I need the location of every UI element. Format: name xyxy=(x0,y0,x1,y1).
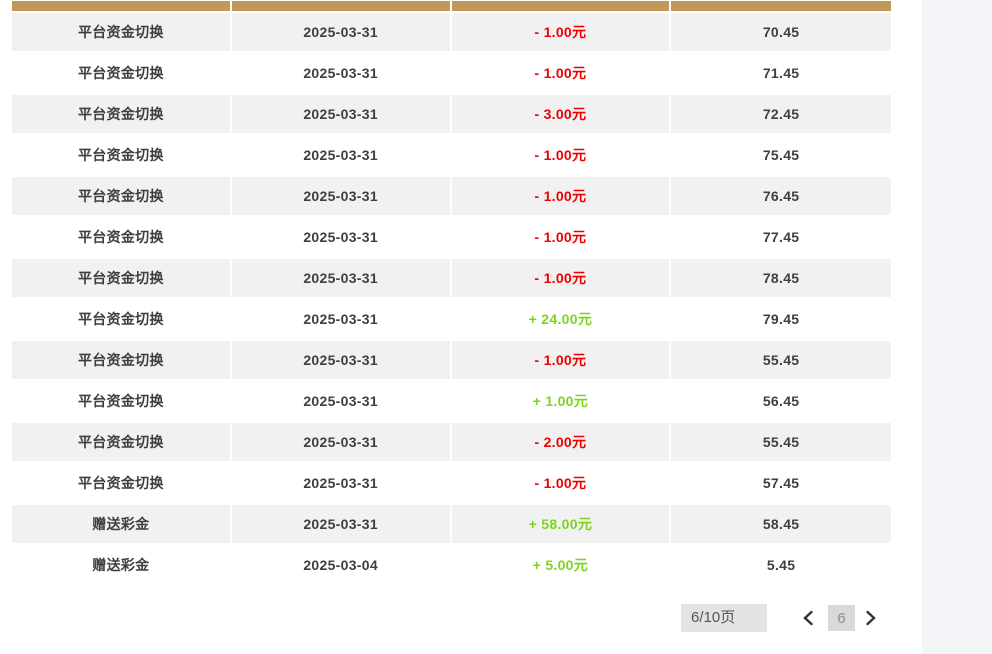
transaction-balance: 76.45 xyxy=(762,188,800,204)
table-row: 平台资金切换 2025-03-31 - 1.00元 71.45 xyxy=(12,54,891,95)
transaction-type: 平台资金切换 xyxy=(77,475,164,491)
transaction-type: 平台资金切换 xyxy=(12,95,232,133)
transaction-type: 平台资金切换 xyxy=(77,311,164,327)
transaction-type: 平台资金切换 xyxy=(77,393,164,409)
table-header-row xyxy=(12,1,891,11)
transaction-type: 平台资金切换 xyxy=(12,423,232,461)
table-row: 平台资金切换 2025-03-31 + 1.00元 56.45 xyxy=(12,382,891,423)
table-row: 平台资金切换 2025-03-31 - 1.00元 75.45 xyxy=(12,136,891,177)
transaction-date: 2025-03-31 xyxy=(232,95,452,133)
transaction-amount: - 3.00元 xyxy=(452,95,672,133)
transaction-amount: + 58.00元 xyxy=(452,505,672,543)
transaction-date: 2025-03-04 xyxy=(303,557,378,573)
transactions-table: 平台资金切换 2025-03-31 - 1.00元 70.45 平台资金切换 2… xyxy=(12,1,891,587)
transaction-balance: 79.45 xyxy=(762,311,800,327)
transaction-amount: + 24.00元 xyxy=(528,311,593,327)
table-row: 平台资金切换 2025-03-31 + 24.00元 79.45 xyxy=(12,300,891,341)
transaction-balance: 75.45 xyxy=(762,147,800,163)
transaction-date: 2025-03-31 xyxy=(303,147,378,163)
transaction-date: 2025-03-31 xyxy=(303,393,378,409)
transaction-amount: + 5.00元 xyxy=(532,557,589,573)
transaction-balance: 77.45 xyxy=(762,229,800,245)
transaction-amount: - 1.00元 xyxy=(534,147,587,163)
transaction-type: 平台资金切换 xyxy=(12,341,232,379)
transaction-type: 赠送彩金 xyxy=(12,505,232,543)
transaction-type: 平台资金切换 xyxy=(12,259,232,297)
transaction-balance: 57.45 xyxy=(762,475,800,491)
pagination: 6/10页 6 xyxy=(12,603,891,633)
table-row: 平台资金切换 2025-03-31 - 1.00元 77.45 xyxy=(12,218,891,259)
transaction-balance: 55.45 xyxy=(762,352,800,368)
transaction-balance: 71.45 xyxy=(762,65,800,81)
transaction-date: 2025-03-31 xyxy=(232,341,452,379)
header-cell-date xyxy=(231,1,452,11)
table-row: 赠送彩金 2025-03-04 + 5.00元 5.45 xyxy=(12,546,891,587)
table-row: 平台资金切换 2025-03-31 - 1.00元 57.45 xyxy=(12,464,891,505)
transaction-amount: - 1.00元 xyxy=(452,259,672,297)
transaction-balance: 55.45 xyxy=(762,434,800,450)
transaction-type: 平台资金切换 xyxy=(77,229,164,245)
table-row: 平台资金切换 2025-03-31 - 1.00元 76.45 xyxy=(12,177,891,218)
transaction-amount: - 2.00元 xyxy=(452,423,672,461)
transaction-date: 2025-03-31 xyxy=(303,311,378,327)
transaction-amount: - 1.00元 xyxy=(534,65,587,81)
table-row: 赠送彩金 2025-03-31 + 58.00元 58.45 xyxy=(12,505,891,546)
transaction-balance: 70.45 xyxy=(762,24,800,40)
transaction-type: 赠送彩金 xyxy=(92,557,150,573)
table-row: 平台资金切换 2025-03-31 - 1.00元 55.45 xyxy=(12,341,891,382)
header-cell-balance xyxy=(671,1,891,11)
transaction-amount: + 1.00元 xyxy=(532,393,589,409)
transaction-type: 平台资金切换 xyxy=(77,65,164,81)
transaction-amount: - 1.00元 xyxy=(534,229,587,245)
table-row: 平台资金切换 2025-03-31 - 1.00元 70.45 xyxy=(12,13,891,54)
transaction-balance: 5.45 xyxy=(766,557,796,573)
table-row: 平台资金切换 2025-03-31 - 2.00元 55.45 xyxy=(12,423,891,464)
transaction-date: 2025-03-31 xyxy=(232,505,452,543)
table-body: 平台资金切换 2025-03-31 - 1.00元 70.45 平台资金切换 2… xyxy=(12,13,891,587)
header-cell-amount xyxy=(451,1,672,11)
transaction-date: 2025-03-31 xyxy=(303,475,378,491)
transaction-date: 2025-03-31 xyxy=(232,13,452,51)
current-page-button[interactable]: 6 xyxy=(828,605,855,631)
transaction-amount: - 1.00元 xyxy=(534,475,587,491)
next-page-button[interactable] xyxy=(863,609,879,627)
transaction-balance: 72.45 xyxy=(762,106,800,122)
transaction-amount: - 1.00元 xyxy=(452,13,672,51)
transaction-date: 2025-03-31 xyxy=(303,229,378,245)
transaction-type: 平台资金切换 xyxy=(12,13,232,51)
transaction-balance: 78.45 xyxy=(762,270,800,286)
transaction-balance: 58.45 xyxy=(762,516,800,532)
chevron-left-icon xyxy=(803,610,813,626)
transaction-amount: - 1.00元 xyxy=(452,341,672,379)
transaction-balance: 56.45 xyxy=(762,393,800,409)
transaction-date: 2025-03-31 xyxy=(232,259,452,297)
transaction-date: 2025-03-31 xyxy=(303,65,378,81)
transaction-amount: - 1.00元 xyxy=(452,177,672,215)
page-background-strip xyxy=(922,0,992,654)
transaction-type: 平台资金切换 xyxy=(77,147,164,163)
transaction-date: 2025-03-31 xyxy=(232,177,452,215)
chevron-right-icon xyxy=(866,610,876,626)
prev-page-button[interactable] xyxy=(800,609,816,627)
transaction-date: 2025-03-31 xyxy=(232,423,452,461)
table-row: 平台资金切换 2025-03-31 - 3.00元 72.45 xyxy=(12,95,891,136)
table-row: 平台资金切换 2025-03-31 - 1.00元 78.45 xyxy=(12,259,891,300)
page-indicator[interactable]: 6/10页 xyxy=(681,604,767,632)
transaction-type: 平台资金切换 xyxy=(12,177,232,215)
header-cell-type xyxy=(12,1,232,11)
